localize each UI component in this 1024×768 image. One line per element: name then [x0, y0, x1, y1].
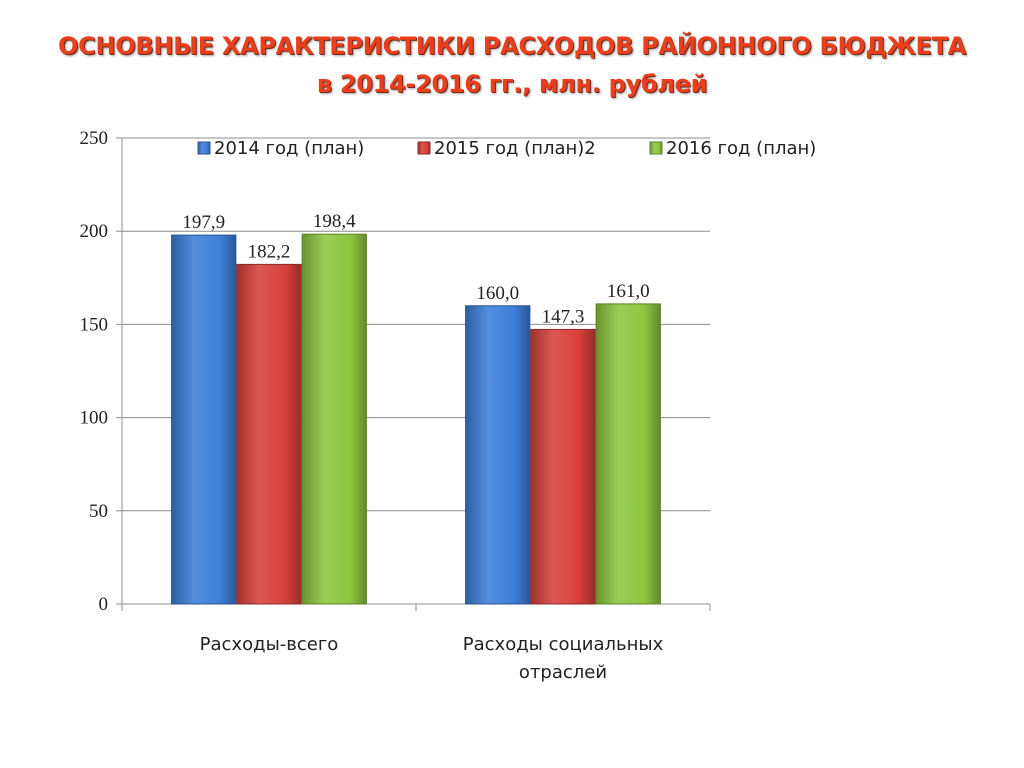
y-tick-label: 100	[80, 408, 109, 429]
bar	[465, 305, 531, 605]
category-label: Расходы социальных	[463, 634, 664, 655]
y-tick-label: 0	[99, 594, 109, 615]
legend-swatch	[197, 141, 211, 155]
data-label: 161,0	[607, 281, 650, 302]
category-label: Расходы-всего	[200, 634, 339, 655]
data-label: 182,2	[248, 241, 291, 262]
y-tick-label: 150	[80, 314, 109, 335]
bar	[530, 328, 596, 605]
legend-swatch	[649, 141, 663, 155]
bar	[595, 303, 661, 605]
legend-swatch	[417, 141, 431, 155]
legend-label: 2014 год (план)	[214, 138, 364, 159]
legend-label: 2016 год (план)	[666, 138, 816, 159]
chart-title-line1: ОСНОВНЫЕ ХАРАКТЕРИСТИКИ РАСХОДОВ РАЙОННО…	[58, 32, 966, 60]
data-label: 198,4	[313, 211, 356, 232]
data-label: 197,9	[182, 212, 225, 233]
y-tick-label: 200	[80, 221, 109, 242]
y-tick-label: 250	[80, 128, 109, 149]
category-label: отраслей	[519, 662, 607, 683]
bar	[236, 263, 302, 605]
bar	[171, 234, 237, 605]
data-label: 160,0	[476, 283, 519, 304]
data-label: 147,3	[542, 306, 585, 327]
chart-title-line2: в 2014-2016 гг., млн. рублей	[316, 70, 708, 98]
y-tick-label: 50	[89, 501, 108, 522]
bar	[301, 233, 367, 605]
legend-label: 2015 год (план)2	[434, 138, 596, 159]
